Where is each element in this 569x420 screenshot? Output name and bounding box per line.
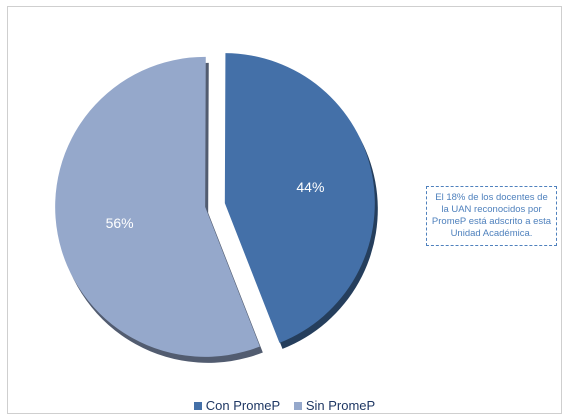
annotation-box: El 18% de los docentes de la UAN reconoc… xyxy=(426,186,557,246)
data-label-con-promep: 44% xyxy=(296,179,324,195)
pie-slice-sin-promep xyxy=(55,56,260,357)
legend-label: Con PromeP xyxy=(205,398,281,413)
legend-label: Sin PromeP xyxy=(305,398,376,413)
legend-item-con-promep: Con PromeP xyxy=(193,398,281,413)
legend-item-sin-promep: Sin PromeP xyxy=(293,398,376,413)
data-label-sin-promep: 56% xyxy=(106,215,134,231)
annotation-text: El 18% de los docentes de la UAN reconoc… xyxy=(431,192,552,239)
chart-legend: Con PromeP Sin PromeP xyxy=(0,398,569,413)
legend-swatch-con-promep xyxy=(193,402,202,410)
pie-slice-con-promep xyxy=(224,53,375,343)
legend-swatch-sin-promep xyxy=(293,402,302,410)
